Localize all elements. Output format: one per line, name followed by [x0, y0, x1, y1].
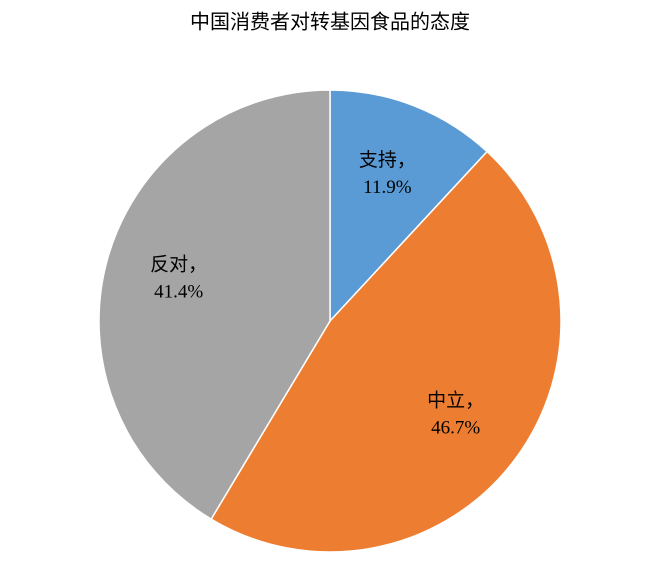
slice-category-label: 中立， — [427, 390, 484, 412]
slice-category-label: 反对， — [150, 253, 207, 275]
pie-slice — [210, 150, 562, 553]
pie-slice — [329, 89, 489, 323]
chart-title: 中国消费者对转基因食品的态度 — [190, 11, 470, 34]
slice-value-label: 41.4% — [154, 281, 203, 302]
slice-category-label: 支持， — [359, 149, 416, 171]
slice-value-label: 46.7% — [431, 418, 480, 439]
slice-value-label: 11.9% — [363, 177, 412, 198]
pie-slice — [98, 89, 331, 521]
